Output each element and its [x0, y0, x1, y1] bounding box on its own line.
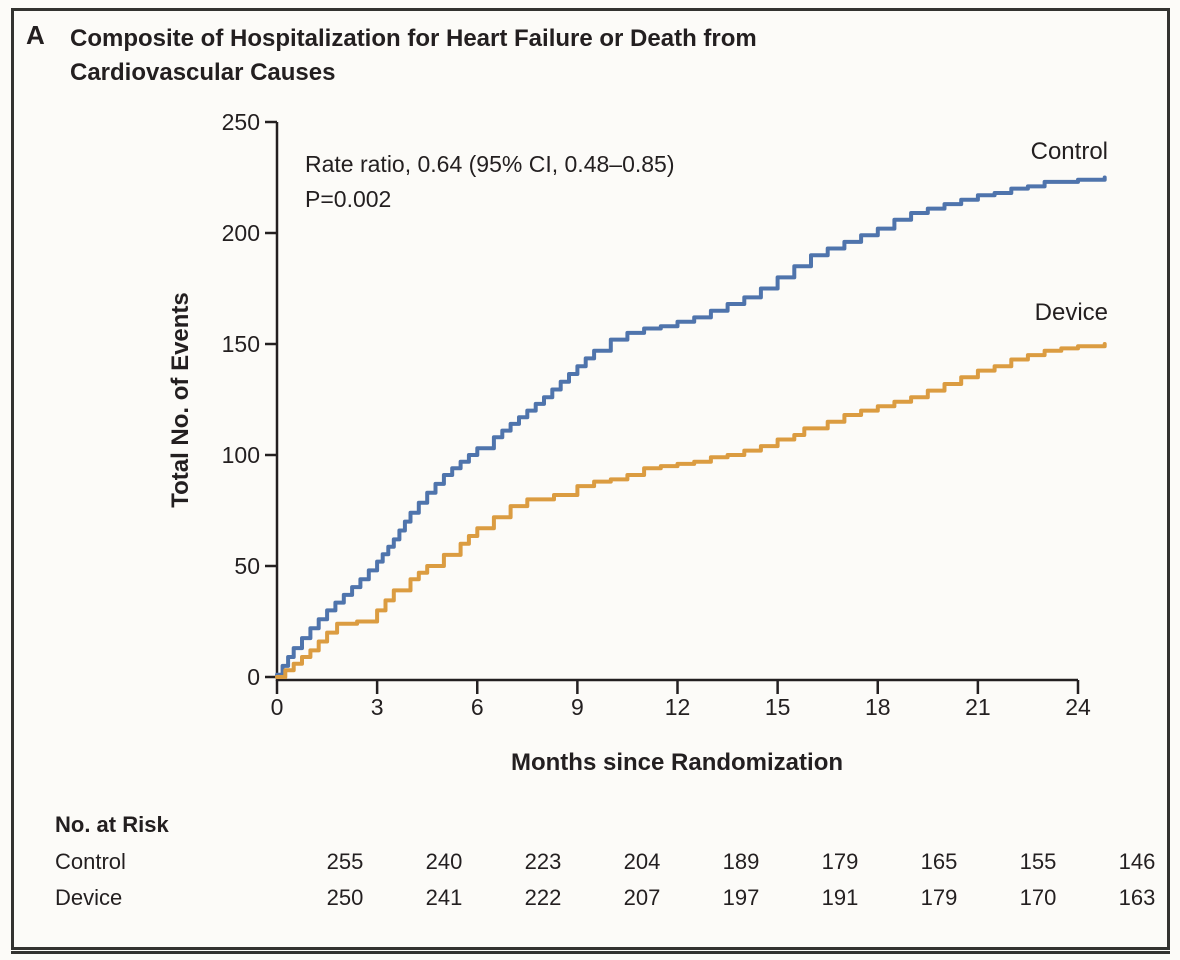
panel-title: Composite of Hospitalization for Heart F… — [70, 22, 757, 90]
at-risk-value-control: 189 — [722, 849, 760, 874]
at-risk-value-device: 197 — [722, 885, 760, 910]
x-tick-label: 15 — [764, 694, 791, 720]
device-curve-label: Device — [1034, 299, 1108, 326]
at-risk-value-control: 223 — [524, 849, 562, 874]
y-tick-label: 0 — [247, 664, 260, 690]
at-risk-value-device: 250 — [326, 885, 364, 910]
control-curve-label: Control — [1030, 138, 1108, 165]
at-risk-value-device: 163 — [1118, 885, 1156, 910]
panel-border-box — [11, 8, 1170, 950]
at-risk-value-control: 240 — [425, 849, 463, 874]
y-tick-label: 150 — [221, 331, 260, 357]
x-tick-label: 12 — [664, 694, 691, 720]
at-risk-value-device: 179 — [920, 885, 958, 910]
at-risk-value-device: 222 — [524, 885, 562, 910]
at-risk-value-control: 204 — [623, 849, 661, 874]
y-axis-title: Total No. of Events — [167, 292, 194, 508]
x-axis-title: Months since Randomization — [510, 749, 844, 776]
stat-annotation: Rate ratio, 0.64 (95% CI, 0.48–0.85) P=0… — [305, 147, 675, 217]
p-value-text: P=0.002 — [305, 186, 392, 212]
at-risk-value-device: 207 — [623, 885, 661, 910]
rate-ratio-text: Rate ratio, 0.64 (95% CI, 0.48–0.85) — [305, 151, 675, 177]
at-risk-value-control: 155 — [1019, 849, 1057, 874]
at-risk-row-label-control: Control — [55, 849, 126, 874]
at-risk-value-control: 255 — [326, 849, 364, 874]
y-tick-label: 250 — [221, 109, 260, 135]
at-risk-value-device: 170 — [1019, 885, 1057, 910]
panel-letter: A — [26, 20, 45, 50]
y-tick-label: 100 — [221, 442, 260, 468]
y-tick-label: 200 — [221, 220, 260, 246]
next-panel-top-border — [11, 951, 1170, 960]
panel-title-line1: Composite of Hospitalization for Heart F… — [70, 25, 757, 52]
x-tick-label: 9 — [570, 694, 584, 720]
at-risk-value-device: 241 — [425, 885, 463, 910]
at-risk-value-control: 165 — [920, 849, 958, 874]
x-tick-label: 18 — [864, 694, 891, 720]
y-tick-label: 50 — [234, 553, 260, 579]
at-risk-value-control: 146 — [1118, 849, 1156, 874]
at-risk-row-label-device: Device — [55, 885, 123, 910]
x-tick-label: 24 — [1065, 694, 1091, 720]
at-risk-header: No. at Risk — [55, 812, 169, 837]
x-tick-label: 21 — [965, 694, 991, 720]
x-tick-label: 3 — [370, 694, 384, 720]
at-risk-value-device: 191 — [821, 885, 859, 910]
x-tick-label: 6 — [470, 694, 484, 720]
x-tick-label: 0 — [270, 694, 284, 720]
panel-title-line2: Cardiovascular Causes — [70, 59, 336, 86]
at-risk-value-control: 179 — [821, 849, 859, 874]
